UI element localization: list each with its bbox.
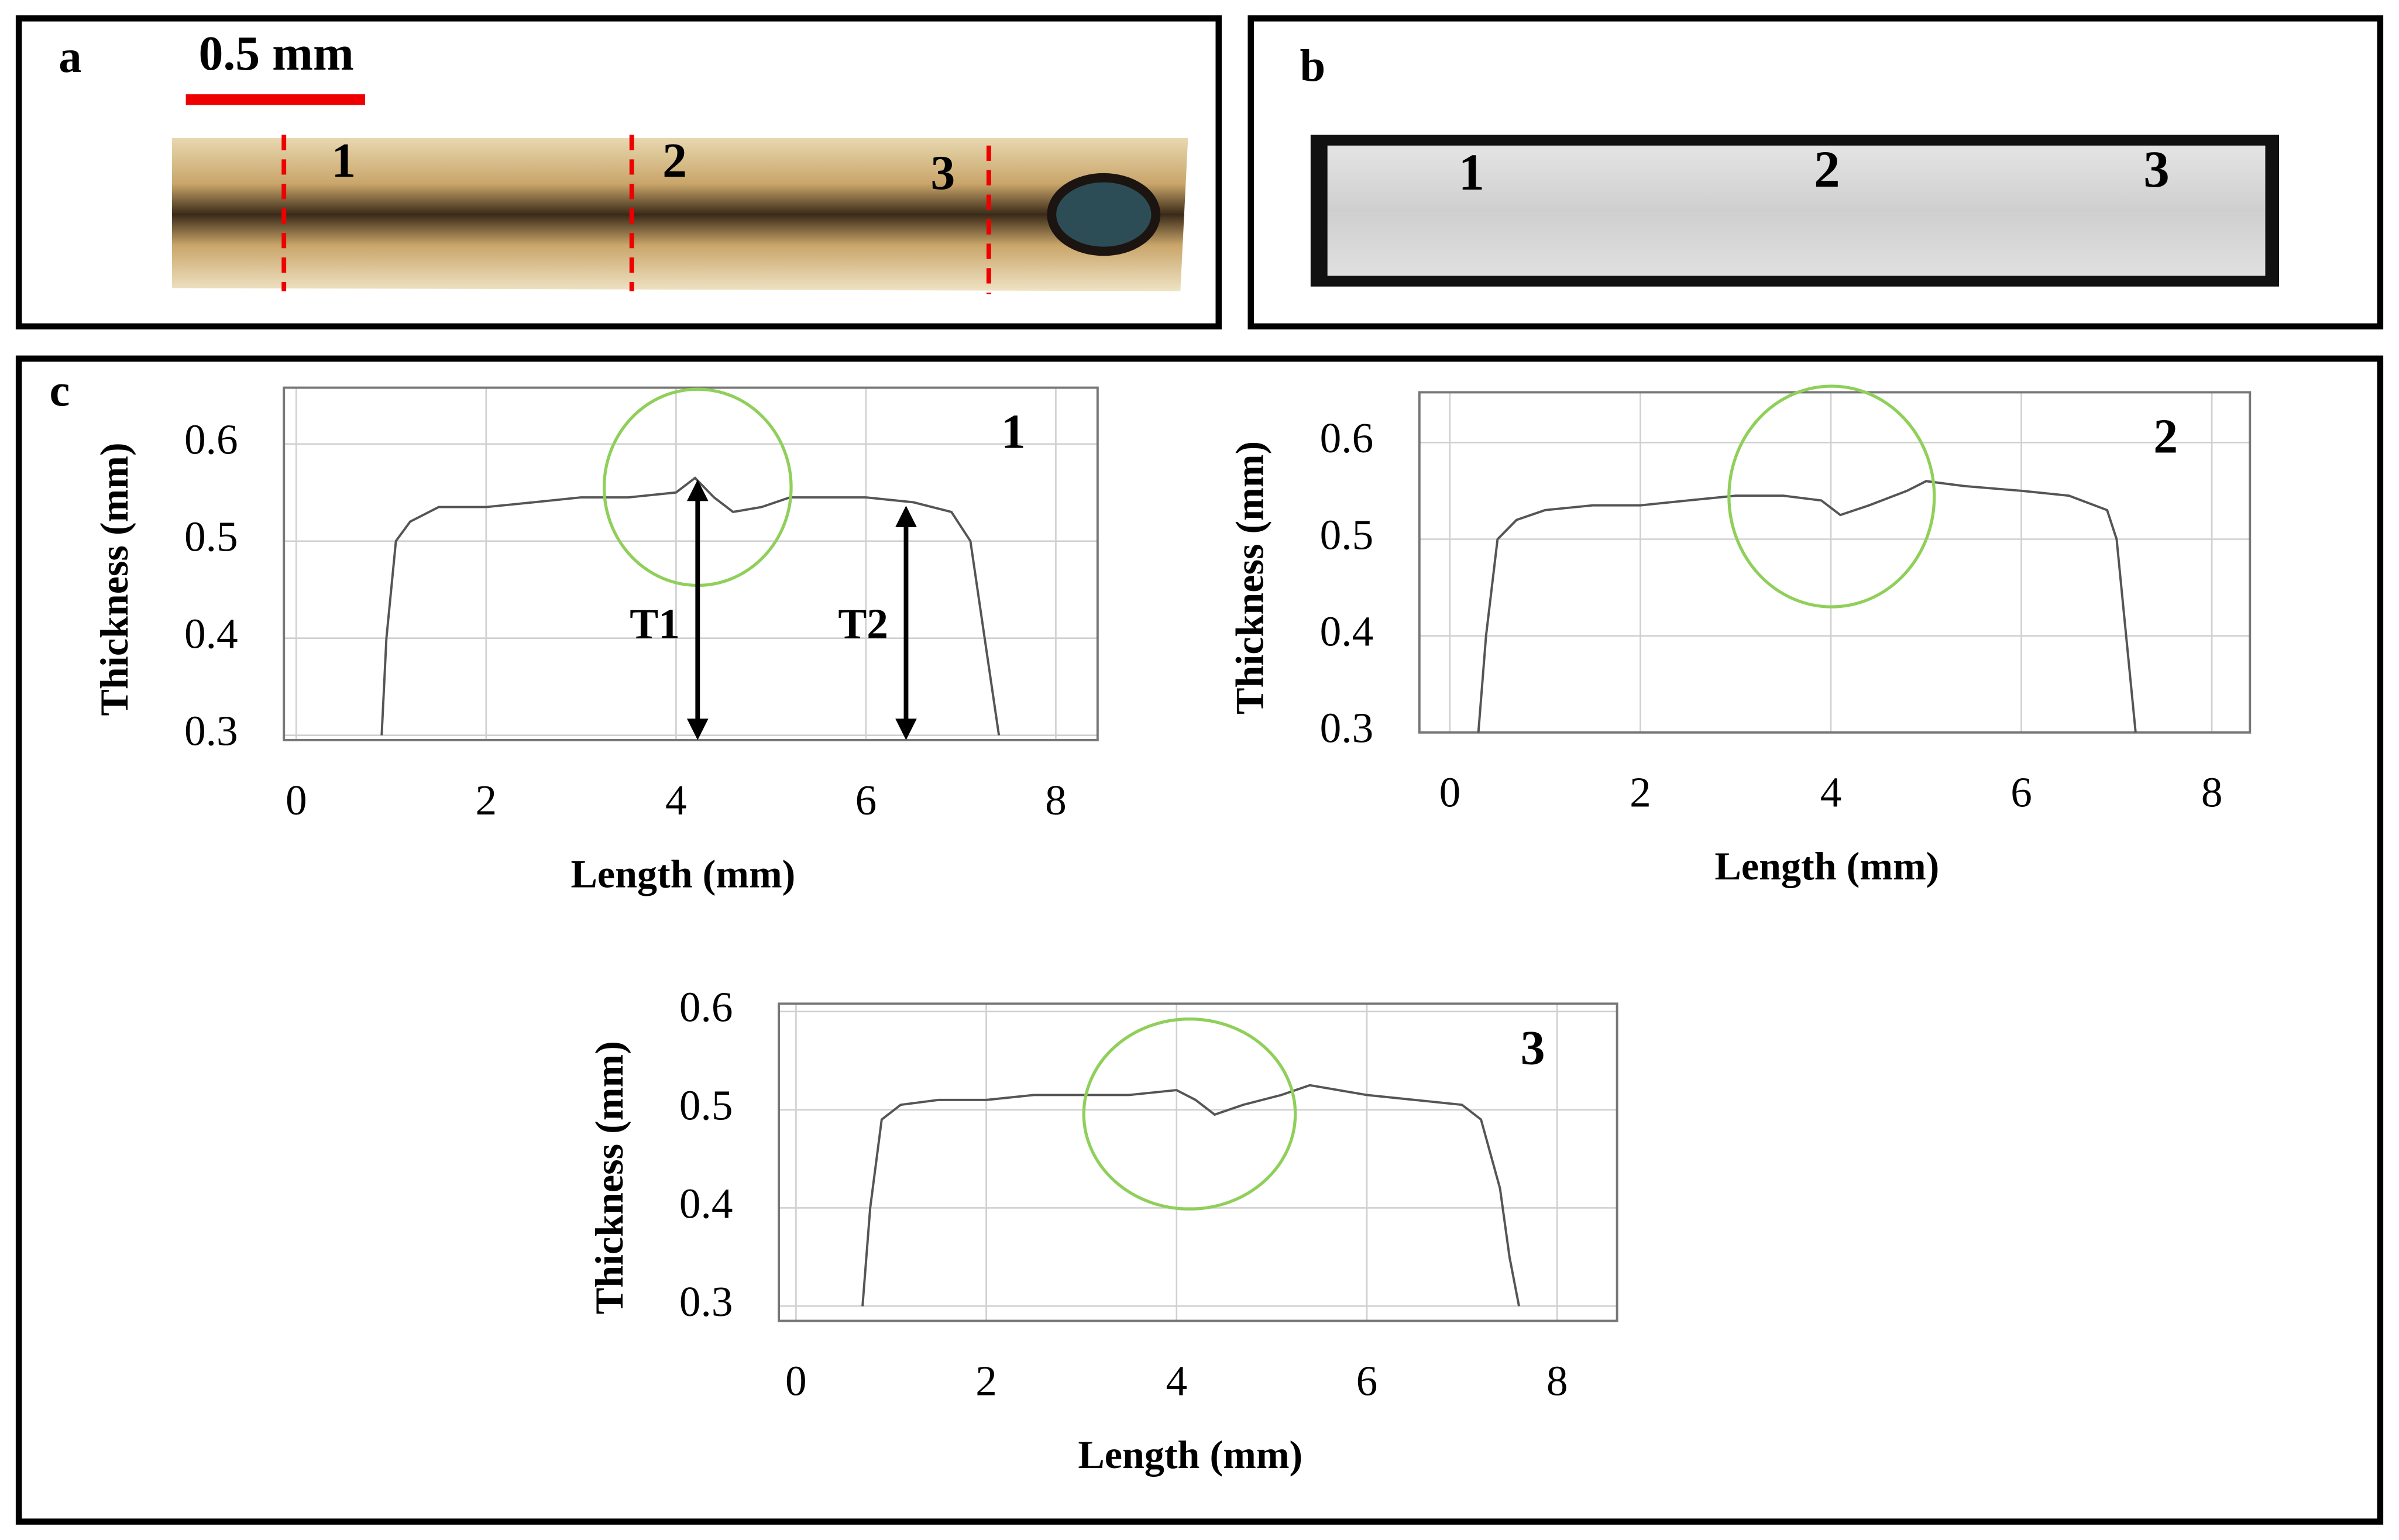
y-tick-label: 0.3	[1320, 704, 1374, 752]
x-tick-label: 2	[1630, 769, 1651, 816]
plot-frame	[1418, 391, 2252, 734]
chart-title: 3	[1521, 1020, 1545, 1075]
x-tick-label: 0	[1439, 769, 1461, 816]
x-axis-label: Length (mm)	[1715, 844, 1940, 888]
section-label: 2	[662, 133, 687, 188]
profile-line	[380, 476, 1001, 735]
scale-label: 0.5 mm	[198, 26, 353, 81]
y-tick-label: 0.5	[679, 1081, 733, 1129]
profile-line	[861, 1084, 1520, 1307]
xray-image	[1327, 145, 2266, 276]
panel-c-frame	[15, 355, 2384, 1525]
y-axis-label: Thickness (mm)	[92, 442, 136, 716]
x-tick-label: 6	[2010, 769, 2032, 816]
x-tick-label: 8	[2201, 769, 2223, 816]
panel-label: c	[50, 365, 70, 416]
highlight-circle	[1082, 1017, 1297, 1211]
y-tick-label: 0.6	[184, 416, 238, 463]
panel-b-frame	[1247, 15, 2384, 330]
annotation: T2	[838, 600, 888, 648]
section-label: 2	[1814, 141, 1840, 198]
panel-a-frame	[15, 15, 1222, 330]
plot-frame	[778, 1002, 1618, 1322]
chart-title: 2	[2153, 409, 2178, 463]
y-axis-label: Thickness (mm)	[587, 1041, 631, 1314]
section-label: 1	[1459, 144, 1485, 201]
profile-line	[1477, 480, 2137, 733]
x-tick-label: 0	[785, 1357, 807, 1404]
arrow-head	[895, 506, 917, 527]
x-tick-label: 4	[665, 776, 687, 824]
x-tick-label: 4	[1166, 1357, 1187, 1404]
y-tick-label: 0.4	[679, 1180, 733, 1227]
chart-title: 1	[1001, 405, 1026, 459]
arrow-head	[686, 479, 709, 501]
annotation: T1	[630, 600, 680, 648]
x-tick-label: 0	[286, 776, 307, 824]
x-tick-label: 8	[1546, 1357, 1568, 1404]
y-tick-label: 0.6	[1320, 414, 1374, 462]
x-tick-label: 8	[1045, 776, 1067, 824]
section-label: 1	[331, 133, 356, 188]
section-label: 3	[2143, 141, 2170, 198]
x-axis-label: Length (mm)	[1078, 1432, 1302, 1477]
y-tick-label: 0.3	[679, 1278, 733, 1325]
x-axis-label: Length (mm)	[571, 851, 796, 896]
x-tick-label: 6	[1356, 1357, 1378, 1404]
x-tick-label: 2	[476, 776, 497, 824]
x-tick-label: 4	[1820, 769, 1842, 816]
x-tick-label: 2	[975, 1357, 997, 1404]
y-tick-label: 0.4	[1320, 607, 1374, 655]
y-tick-label: 0.5	[1320, 511, 1374, 558]
y-tick-label: 0.6	[679, 984, 733, 1031]
arrow-head	[895, 719, 917, 740]
specimen-photo	[172, 138, 1188, 291]
panel-label: a	[59, 31, 81, 82]
y-tick-label: 0.4	[184, 610, 238, 658]
specimen-hole	[1047, 173, 1161, 256]
section-label: 3	[930, 146, 955, 200]
y-tick-label: 0.3	[184, 707, 238, 754]
x-tick-label: 6	[855, 776, 877, 824]
arrow-head	[686, 719, 709, 740]
y-axis-label: Thickness (mm)	[1228, 441, 1272, 714]
highlight-circle	[1727, 384, 1936, 609]
y-tick-label: 0.5	[184, 513, 238, 561]
plot-frame	[283, 386, 1099, 741]
panel-label: b	[1300, 40, 1326, 91]
